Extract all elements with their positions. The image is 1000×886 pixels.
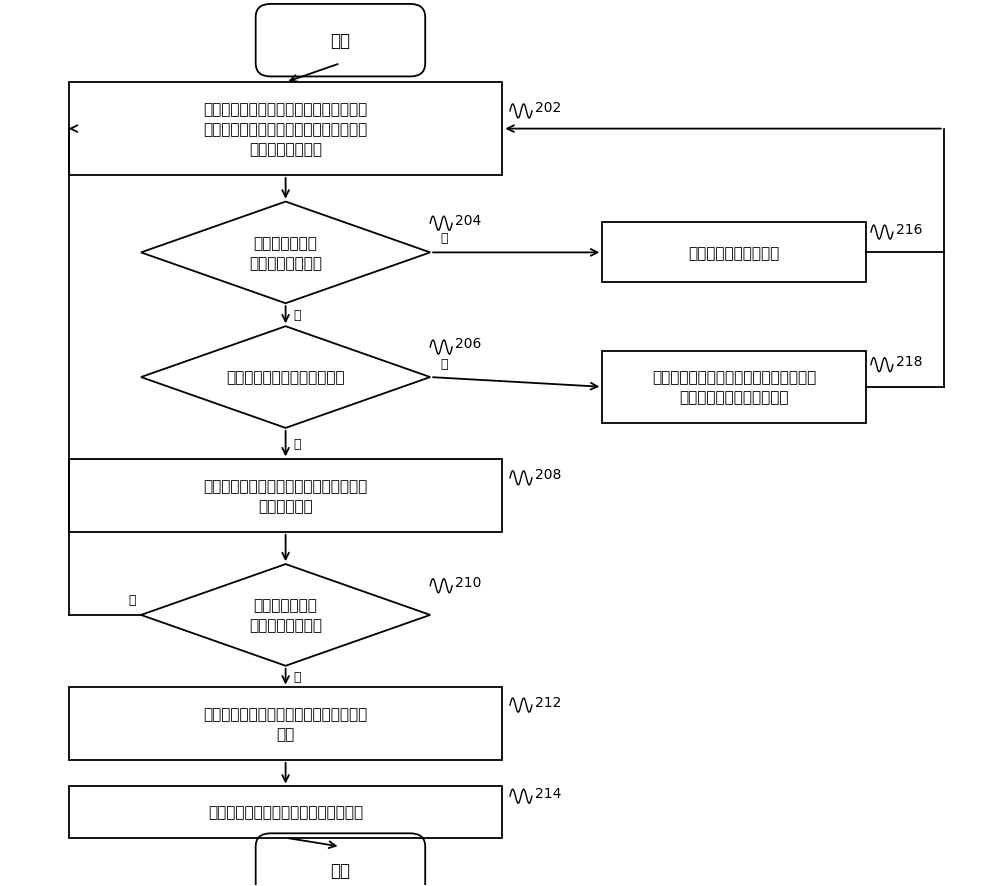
Text: 是: 是 bbox=[294, 671, 301, 683]
Text: 204: 204 bbox=[455, 214, 481, 228]
Bar bbox=[69, 460, 502, 532]
Text: 根据对应关系确定运行速度对应的目标喷
淋量: 根据对应关系确定运行速度对应的目标喷 淋量 bbox=[203, 706, 368, 742]
Text: 开始: 开始 bbox=[330, 32, 350, 51]
Text: 运行速度是否处
于预设速度范围内: 运行速度是否处 于预设速度范围内 bbox=[249, 598, 322, 633]
Text: 218: 218 bbox=[896, 354, 922, 369]
Text: 保持喷液装置的当前喷淋量或按照默认喷
淋量控制喷液装置进行喷淋: 保持喷液装置的当前喷淋量或按照默认喷 淋量控制喷液装置进行喷淋 bbox=[652, 370, 816, 405]
Text: 216: 216 bbox=[896, 222, 922, 237]
Text: 214: 214 bbox=[535, 786, 561, 800]
Text: 206: 206 bbox=[455, 337, 482, 351]
Text: 202: 202 bbox=[535, 101, 561, 115]
Bar bbox=[602, 351, 866, 424]
Text: 208: 208 bbox=[535, 468, 561, 482]
Text: 212: 212 bbox=[535, 695, 561, 709]
Bar bbox=[69, 83, 502, 175]
Text: 结束: 结束 bbox=[330, 860, 350, 879]
Text: 确定压实遍数的预设速度范围与喷淋量之
间的对应关系: 确定压实遍数的预设速度范围与喷淋量之 间的对应关系 bbox=[203, 478, 368, 513]
Text: 运行速度是否大
于或等于速度阈值: 运行速度是否大 于或等于速度阈值 bbox=[249, 236, 322, 270]
Text: 210: 210 bbox=[455, 576, 482, 589]
Bar bbox=[69, 688, 502, 760]
Text: 是: 是 bbox=[294, 309, 301, 322]
Text: 控制喷液装置停止喷淋: 控制喷液装置停止喷淋 bbox=[689, 245, 780, 260]
Text: 否: 否 bbox=[440, 358, 448, 370]
Text: 否: 否 bbox=[440, 231, 448, 245]
Text: 在喷液装置开启的情况下，获取压路机的
运行速度和压路机在压路机所处的预设道
路区域的压实遍数: 在喷液装置开启的情况下，获取压路机的 运行速度和压路机在压路机所处的预设道 路区… bbox=[203, 102, 368, 157]
Text: 否: 否 bbox=[129, 594, 136, 606]
Bar bbox=[69, 787, 502, 838]
Bar bbox=[602, 223, 866, 284]
Text: 是: 是 bbox=[294, 438, 301, 451]
Text: 压实遍数是否与预设次数相同: 压实遍数是否与预设次数相同 bbox=[226, 370, 345, 385]
Text: 按照目标喷淋量控制喷液装置进行喷淋: 按照目标喷淋量控制喷液装置进行喷淋 bbox=[208, 804, 363, 820]
